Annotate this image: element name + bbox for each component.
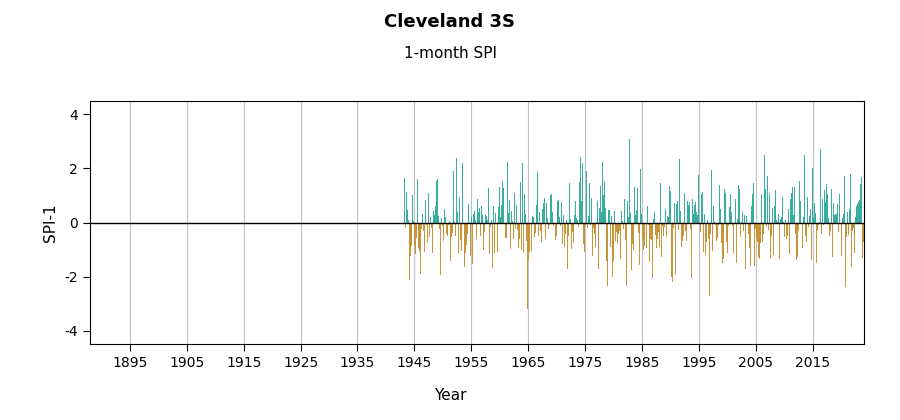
Y-axis label: SPI-1: SPI-1 — [42, 203, 58, 242]
Text: 1-month SPI: 1-month SPI — [403, 46, 497, 61]
Text: Year: Year — [434, 388, 466, 403]
Text: Cleveland 3S: Cleveland 3S — [384, 13, 516, 31]
